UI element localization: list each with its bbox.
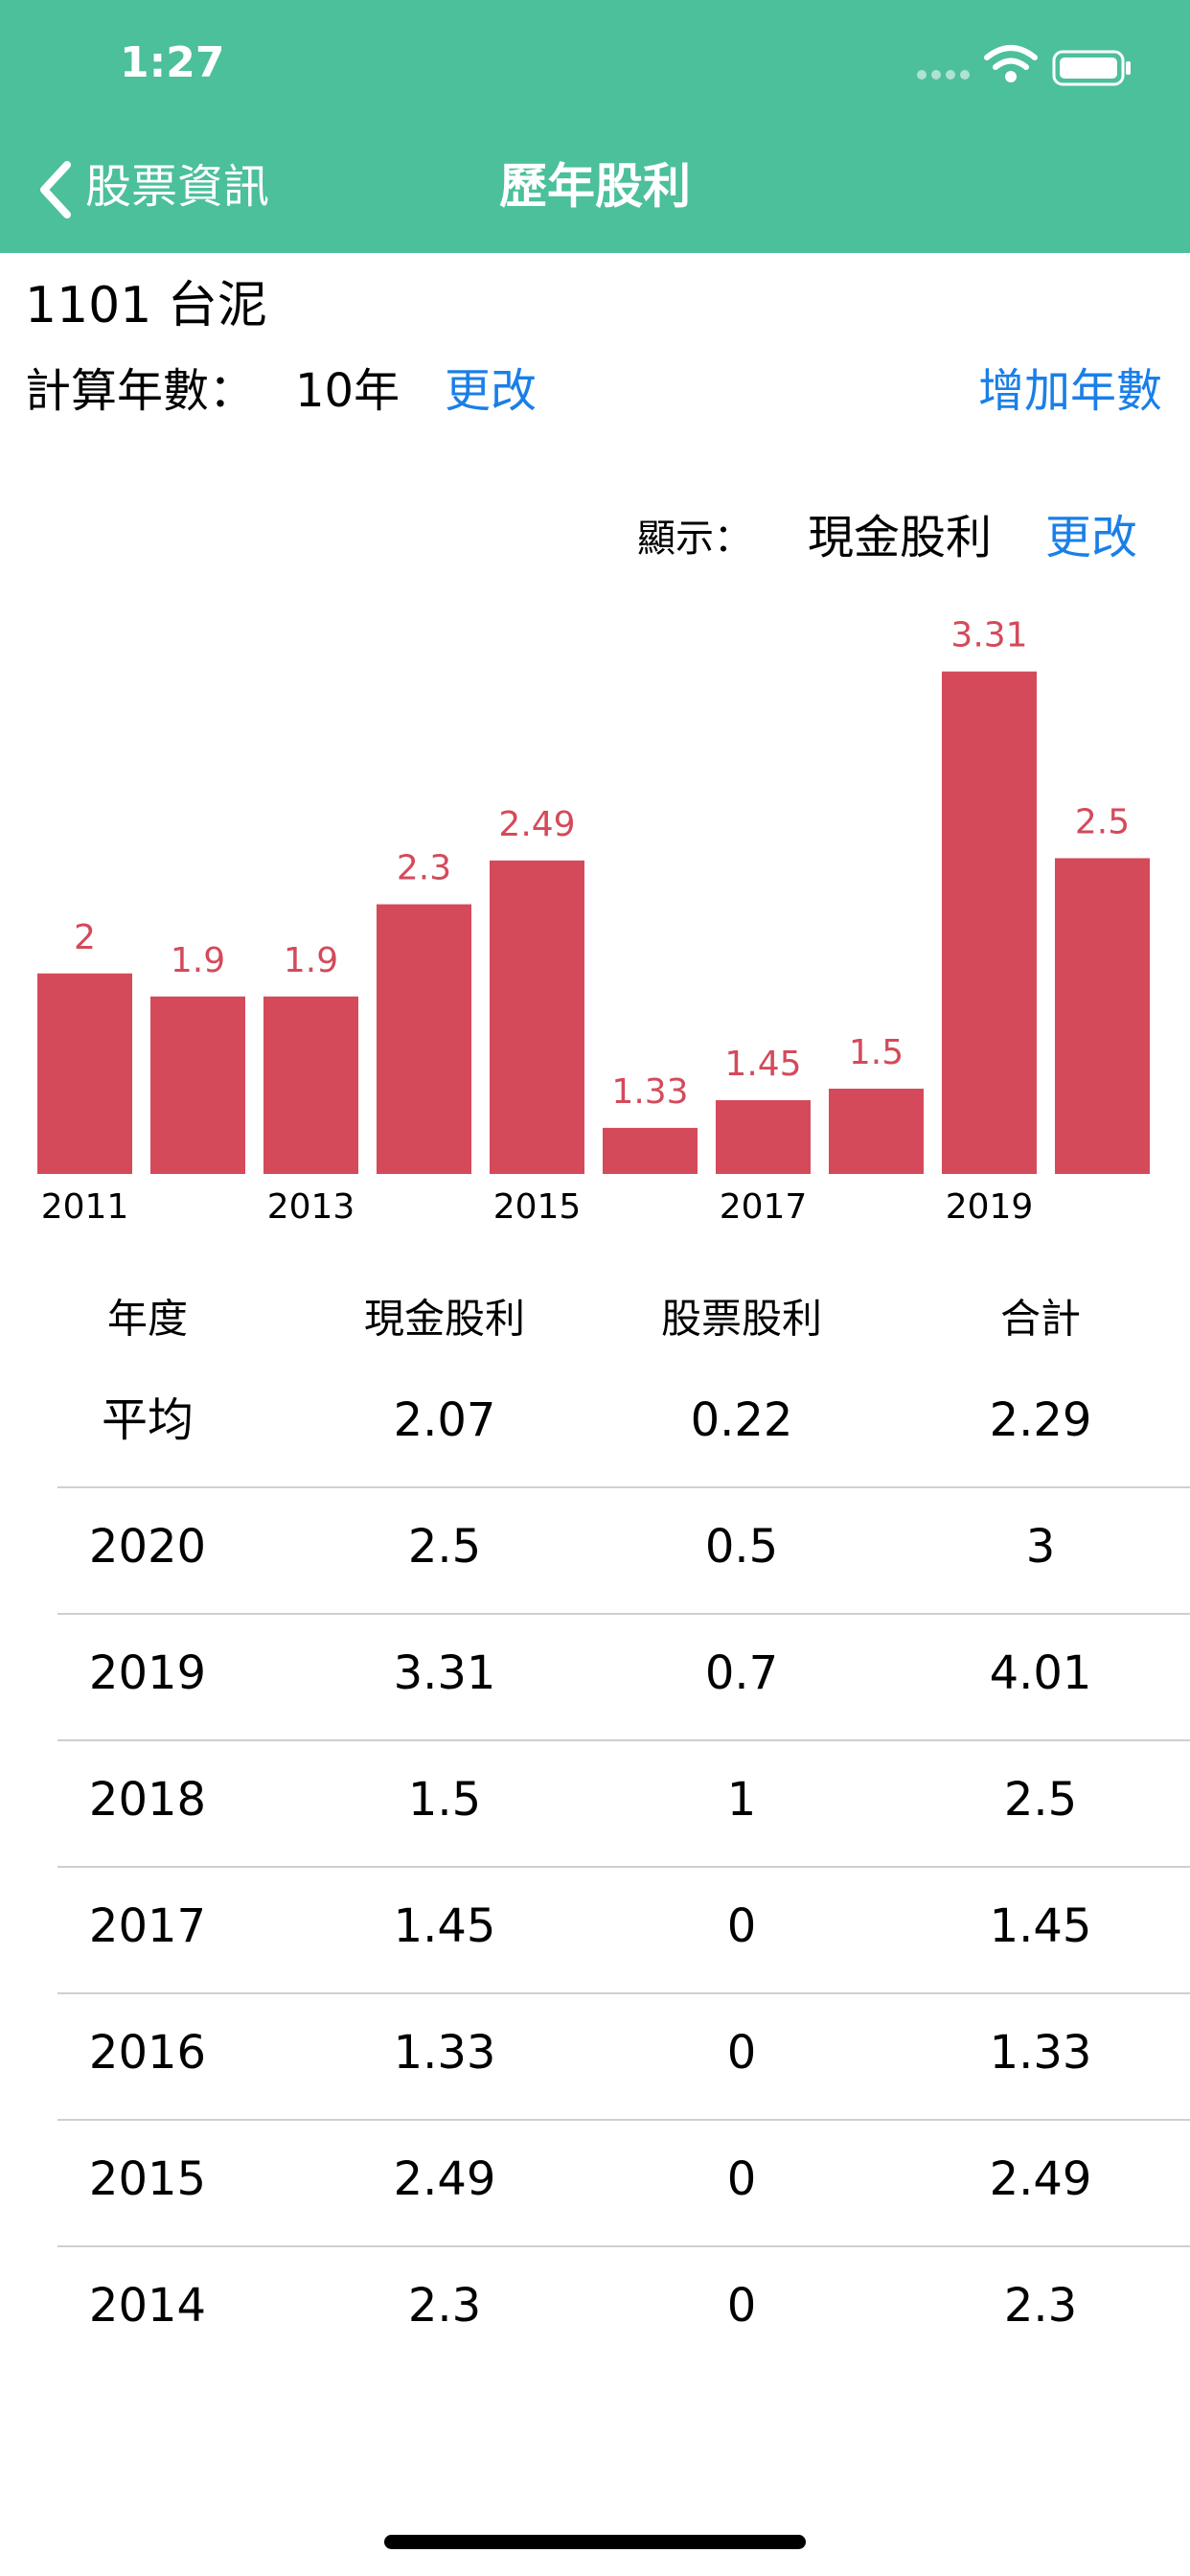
data-label: 1.9 (171, 941, 225, 980)
table-cell: 3 (1026, 1520, 1056, 1574)
data-label: 2.3 (397, 849, 451, 888)
table-cell: 2.3 (1004, 2279, 1077, 2333)
x-tick-label: 2019 (946, 1187, 1034, 1227)
table-cell: 2020 (89, 1520, 206, 1574)
table-cell: 2.07 (394, 1393, 496, 1447)
data-label: 1.45 (724, 1045, 801, 1084)
table-cell: 2015 (89, 2152, 206, 2206)
display-label: 顯示： (637, 517, 752, 561)
back-chevron[interactable] (40, 161, 71, 218)
table-cell: 2.49 (990, 2152, 1092, 2206)
table-cell: 2.49 (394, 2152, 496, 2206)
table-cell: 0.7 (705, 1646, 778, 1700)
table-cell: 2.29 (990, 1393, 1092, 1447)
table-cell: 0 (727, 2279, 757, 2333)
header-background (0, 0, 1190, 253)
table-cell: 0.22 (691, 1393, 793, 1447)
table-cell: 0 (727, 2152, 757, 2206)
table-cell: 2014 (89, 2279, 206, 2333)
bar (490, 860, 584, 1174)
display-value: 現金股利 (808, 511, 992, 564)
table-cell: 0 (727, 1899, 757, 1953)
table-cell: 2017 (89, 1899, 206, 1953)
table-cell: 1.45 (394, 1899, 496, 1953)
table-cell: 1.33 (394, 2026, 496, 2080)
nav-title: 歷年股利 (499, 159, 691, 215)
battery-icon (1052, 50, 1131, 86)
data-label: 2.49 (498, 805, 575, 844)
bar (150, 996, 245, 1174)
bar (942, 671, 1037, 1174)
table-cell: 1 (727, 1773, 757, 1827)
table-cell: 1.5 (408, 1773, 481, 1827)
data-label: 3.31 (950, 616, 1027, 656)
bar (1055, 858, 1150, 1174)
x-tick-label: 2011 (41, 1187, 129, 1227)
table-cell: 2.5 (408, 1520, 481, 1574)
table-cell: 2018 (89, 1773, 206, 1827)
stock-name: 1101 台泥 (25, 277, 267, 334)
data-label: 2.5 (1075, 802, 1130, 841)
x-tick-label: 2015 (493, 1187, 582, 1227)
years-label: 計算年數： (25, 364, 255, 418)
table-cell: 3.31 (394, 1646, 496, 1700)
table-cell: 1.45 (990, 1899, 1092, 1953)
bar (377, 904, 471, 1174)
years-value: 10年 (295, 364, 400, 418)
table-cell: 0.5 (705, 1520, 778, 1574)
wifi-icon (984, 45, 1038, 82)
x-tick-label: 2017 (720, 1187, 808, 1227)
data-label: 2 (74, 918, 96, 957)
table-cell: 2.3 (408, 2279, 481, 2333)
data-label: 1.5 (849, 1033, 904, 1072)
table-cell: 2.5 (1004, 1773, 1077, 1827)
table-cell: 平均 (102, 1393, 194, 1447)
data-label: 1.33 (611, 1072, 688, 1112)
table-header: 合計 (1000, 1296, 1081, 1343)
table-cell: 2016 (89, 2026, 206, 2080)
change-display-button[interactable]: 更改 (1045, 511, 1137, 564)
bar (263, 996, 358, 1174)
bar (716, 1100, 811, 1174)
table-cell: 1.33 (990, 2026, 1092, 2080)
status-time: 1:27 (120, 38, 224, 87)
data-label: 1.9 (284, 941, 338, 980)
table-header: 股票股利 (661, 1296, 822, 1343)
table-cell: 4.01 (990, 1646, 1092, 1700)
bar (829, 1089, 924, 1174)
table-cell: 0 (727, 2026, 757, 2080)
table-header: 年度 (107, 1296, 188, 1343)
table-cell: 2019 (89, 1646, 206, 1700)
bar (603, 1127, 698, 1174)
change-years-button[interactable]: 更改 (445, 364, 537, 418)
signal-icon (917, 70, 970, 80)
x-tick-label: 2013 (267, 1187, 355, 1227)
back-button[interactable]: 股票資訊 (85, 160, 269, 214)
bar (37, 973, 132, 1174)
add-years-button[interactable]: 增加年數 (978, 364, 1162, 418)
home-indicator (384, 2535, 806, 2549)
table-header: 現金股利 (364, 1296, 525, 1343)
